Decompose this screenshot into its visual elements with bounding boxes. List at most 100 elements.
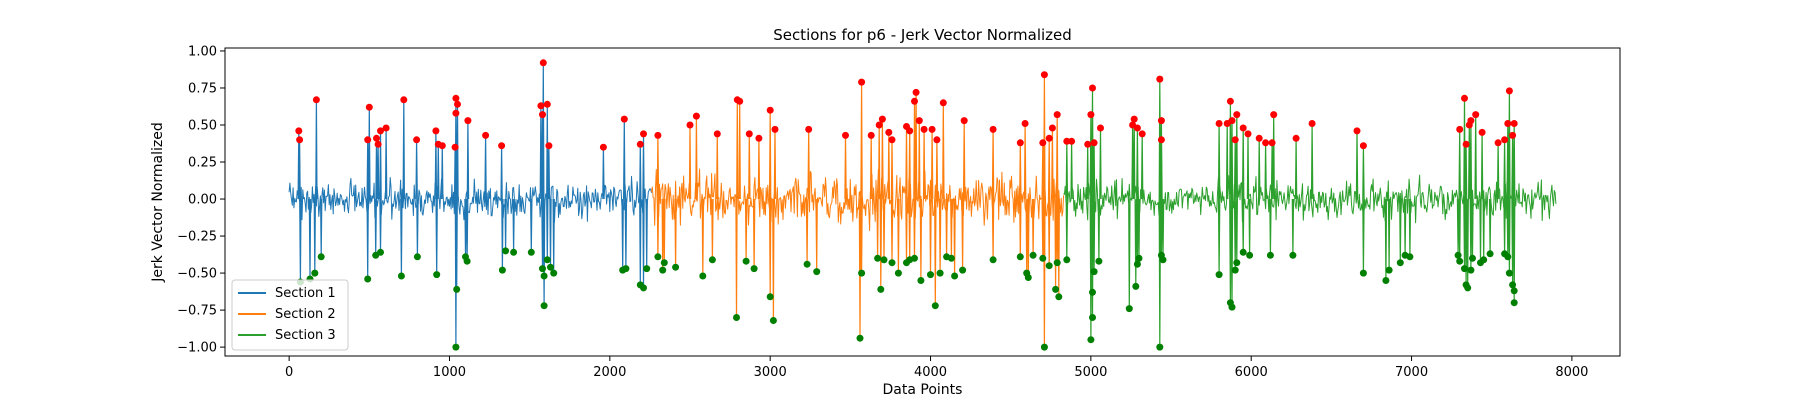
y-tick-label: 0.00	[188, 193, 217, 208]
peak-marker	[692, 112, 700, 120]
peak-marker	[377, 127, 384, 135]
series-line-section-3	[1063, 174, 1557, 224]
peak-marker	[1090, 139, 1098, 147]
trough-marker	[317, 253, 325, 261]
trough-marker	[1266, 251, 1274, 259]
peak-marker	[454, 100, 461, 108]
x-tick-label: 0	[285, 365, 293, 380]
peak-marker	[736, 97, 744, 105]
peak-marker	[1239, 124, 1247, 132]
trough-marker	[888, 259, 896, 267]
trough-marker	[1456, 257, 1464, 265]
peak-marker	[1462, 140, 1470, 148]
peak-marker	[1510, 120, 1518, 127]
trough-marker	[1156, 343, 1164, 351]
peak-marker	[1233, 111, 1241, 119]
trough-marker	[654, 253, 662, 261]
trough-marker	[1053, 259, 1061, 267]
peak-marker	[1262, 139, 1270, 147]
peak-marker	[920, 125, 928, 133]
peak-marker	[1157, 136, 1165, 144]
trough-marker	[622, 265, 630, 273]
legend-label-section-1: Section 1	[275, 286, 336, 301]
trough-marker	[1029, 251, 1037, 259]
peak-marker	[989, 125, 997, 133]
y-tick-label: 0.50	[188, 119, 217, 134]
trough-marker	[510, 248, 518, 256]
peak-marker	[1063, 137, 1071, 145]
peak-marker	[1494, 139, 1502, 147]
trough-marker	[1089, 288, 1096, 296]
peak-marker	[939, 99, 947, 107]
trough-marker	[742, 257, 750, 265]
trough-marker	[463, 257, 471, 265]
y-tick-label: −0.75	[177, 304, 217, 319]
peak-marker	[382, 124, 390, 132]
peak-marker	[1021, 120, 1029, 127]
peak-marker	[1270, 111, 1278, 119]
trough-marker	[1461, 265, 1468, 273]
peak-marker	[452, 94, 460, 102]
plot-area	[288, 59, 1557, 351]
peak-marker	[1040, 71, 1048, 79]
peak-marker	[1133, 124, 1141, 132]
trough-marker	[1510, 299, 1518, 307]
peak-marker	[1509, 131, 1517, 139]
trough-marker	[1469, 254, 1476, 262]
trough-marker	[1095, 257, 1103, 265]
x-tick-label: 5000	[1074, 365, 1107, 380]
peak-marker	[636, 140, 644, 148]
trough-marker	[1289, 251, 1297, 259]
peak-marker	[482, 131, 490, 139]
x-tick-label: 4000	[914, 365, 947, 380]
trough-marker	[1215, 271, 1223, 279]
peak-marker	[1231, 136, 1239, 144]
peak-marker	[888, 136, 896, 144]
trough-marker	[877, 285, 885, 293]
trough-marker	[936, 269, 944, 277]
x-tick-label: 7000	[1395, 365, 1428, 380]
peak-marker	[755, 134, 763, 142]
peak-marker	[771, 125, 779, 133]
peak-marker	[686, 121, 694, 129]
trough-marker	[1382, 277, 1390, 284]
trough-marker	[1039, 254, 1047, 262]
peak-marker	[912, 88, 920, 96]
peak-marker	[451, 143, 459, 151]
peak-marker	[1215, 120, 1223, 127]
peak-marker	[960, 117, 968, 125]
trough-marker	[1505, 269, 1513, 277]
x-tick-label: 6000	[1235, 365, 1268, 380]
peak-marker	[543, 100, 551, 108]
peak-marker	[545, 142, 553, 150]
trough-marker	[1063, 256, 1071, 264]
peak-marker	[842, 131, 849, 139]
peak-marker	[1353, 127, 1361, 135]
trough-marker	[708, 256, 716, 264]
y-axis: 1.00 0.75 0.50 0.25 0.00 −0.25 −0.50 −0.75 −1.00	[177, 44, 225, 356]
trough-marker	[856, 334, 864, 342]
peak-marker	[1461, 94, 1468, 102]
trough-marker	[989, 256, 997, 264]
trough-marker	[1024, 274, 1032, 281]
peak-marker	[640, 130, 647, 138]
trough-marker	[1135, 254, 1143, 262]
trough-marker	[1246, 251, 1254, 259]
trough-marker	[498, 266, 506, 274]
chart-title: Sections for p6 - Jerk Vector Normalized	[773, 26, 1072, 44]
trough-marker	[1454, 251, 1462, 259]
peak-marker	[438, 142, 446, 150]
y-tick-label: −1.00	[177, 341, 217, 356]
trough-marker	[527, 248, 535, 256]
trough-marker	[803, 260, 811, 268]
trough-marker	[769, 317, 777, 324]
peak-marker	[875, 121, 883, 129]
trough-marker	[539, 265, 546, 273]
trough-marker	[1133, 260, 1141, 268]
peak-marker	[1084, 140, 1092, 148]
peak-marker	[766, 106, 774, 114]
peak-marker	[1130, 115, 1138, 123]
peak-marker	[373, 134, 380, 142]
peak-marker	[296, 136, 304, 144]
